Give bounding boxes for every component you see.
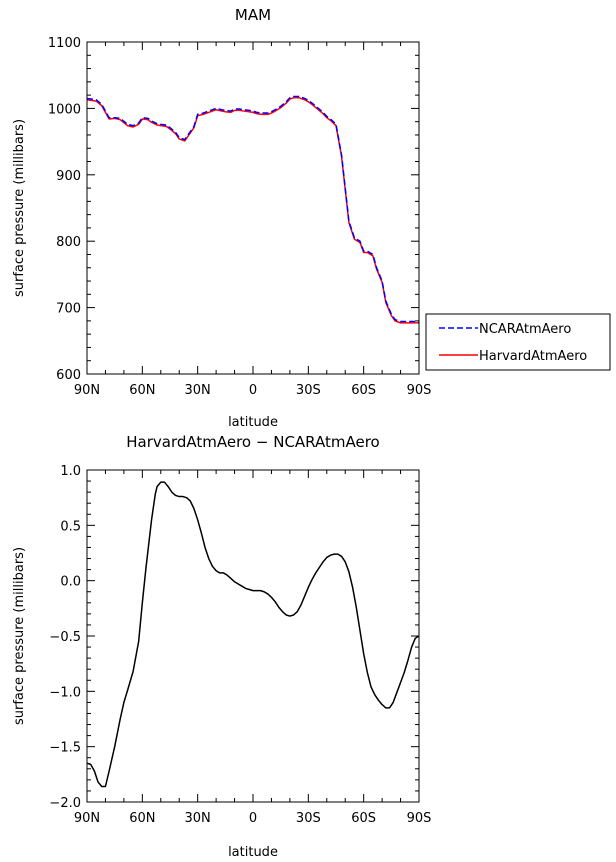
top-x-tick-label: 30S	[296, 383, 321, 398]
top-axis-ticks	[86, 41, 420, 375]
bottom-y-tick-label: 0.0	[60, 575, 81, 590]
bottom-y-tick-label: −2.0	[49, 796, 81, 811]
top-y-tick-labels: 600 700 800 900 1000 1100	[48, 36, 81, 383]
top-chart: MAM 600 700 800 900 1000 1100 90N 60N 30N 0 30S 60…	[12, 6, 431, 430]
bottom-y-tick-label: 1.0	[60, 464, 81, 479]
bottom-y-axis-title: surface pressure (millibars)	[12, 547, 27, 725]
top-y-tick-label: 700	[56, 302, 81, 317]
bottom-x-tick-label: 90N	[74, 811, 100, 826]
bottom-y-tick-label: 0.5	[60, 519, 81, 534]
bottom-x-tick-label: 30S	[296, 811, 321, 826]
top-y-axis-title: surface pressure (millibars)	[12, 119, 27, 297]
top-x-tick-label: 60S	[351, 383, 376, 398]
bottom-x-tick-label: 60S	[351, 811, 376, 826]
bottom-x-tick-label: 90S	[407, 811, 432, 826]
top-plot-frame	[86, 41, 420, 375]
bottom-x-axis-title: latitude	[228, 845, 278, 860]
top-y-tick-label: 800	[56, 235, 81, 250]
bottom-series-line-0	[86, 481, 420, 788]
bottom-axis-ticks	[86, 469, 420, 803]
top-chart-title: MAM	[235, 6, 271, 24]
top-series-lines	[86, 95, 419, 324]
bottom-y-tick-label: −0.5	[49, 630, 81, 645]
top-x-tick-label: 90S	[407, 383, 432, 398]
bottom-y-tick-labels: −2.0 −1.5 −1.0 −0.5 0.0 0.5 1.0	[49, 464, 81, 811]
top-x-tick-label: 0	[249, 383, 257, 398]
top-x-tick-label: 90N	[74, 383, 100, 398]
top-y-tick-label: 600	[56, 368, 81, 383]
legend: NCARAtmAero HarvardAtmAero	[425, 313, 611, 371]
bottom-series-lines	[86, 481, 420, 788]
legend-label-ncar: NCARAtmAero	[479, 322, 571, 337]
top-series-line-ncaratmaero	[86, 95, 419, 323]
top-series-line-harvardatmaero	[86, 97, 419, 324]
bottom-x-tick-label: 0	[249, 811, 257, 826]
legend-label-harvard: HarvardAtmAero	[479, 349, 587, 364]
bottom-chart-title: HarvardAtmAero − NCARAtmAero	[126, 433, 379, 451]
bottom-y-tick-label: −1.5	[49, 741, 81, 756]
top-x-tick-label: 60N	[129, 383, 155, 398]
top-x-axis-title: latitude	[228, 415, 278, 430]
bottom-x-tick-label: 60N	[129, 811, 155, 826]
top-y-tick-label: 900	[56, 169, 81, 184]
top-x-tick-labels: 90N 60N 30N 0 30S 60S 90S	[74, 383, 432, 398]
bottom-chart: HarvardAtmAero − NCARAtmAero −2.0 −1.5 −1.…	[12, 433, 431, 860]
top-y-tick-label: 1100	[48, 36, 81, 51]
legend-box	[425, 313, 611, 371]
bottom-y-tick-label: −1.0	[49, 685, 81, 700]
bottom-plot-frame	[86, 469, 420, 803]
bottom-x-tick-labels: 90N 60N 30N 0 30S 60S 90S	[74, 811, 432, 826]
bottom-x-tick-label: 30N	[185, 811, 211, 826]
top-y-tick-label: 1000	[48, 102, 81, 117]
top-x-tick-label: 30N	[185, 383, 211, 398]
